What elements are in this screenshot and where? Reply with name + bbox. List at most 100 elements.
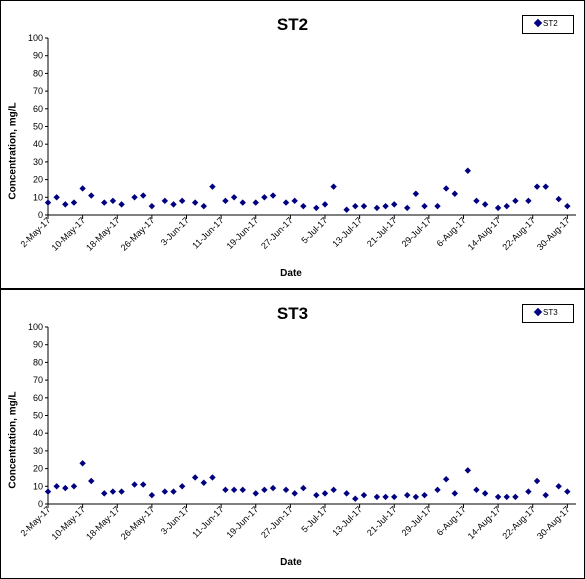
y-tick-label: 60 <box>33 104 43 114</box>
x-tick-label: 30-Aug-17 <box>535 215 572 252</box>
x-tick-label: 2-May-17 <box>18 504 52 538</box>
data-point <box>494 493 502 501</box>
chart-legend: ST3 <box>522 304 574 323</box>
data-point <box>300 484 307 492</box>
data-point <box>481 490 489 497</box>
y-tick-label: 70 <box>33 375 43 385</box>
x-tick-label: 13-Jul-17 <box>330 504 364 538</box>
data-point <box>170 488 177 495</box>
data-point <box>525 197 532 205</box>
data-point <box>44 199 52 206</box>
data-point <box>512 493 519 501</box>
data-point <box>503 493 510 501</box>
chart-legend: ST2 <box>522 15 574 34</box>
data-point <box>209 183 216 190</box>
data-point <box>464 467 472 474</box>
y-tick-label: 90 <box>33 340 43 350</box>
x-tick-label: 13-Jul-17 <box>330 215 364 249</box>
data-point <box>412 190 420 197</box>
x-tick-label: 3-Jun-17 <box>159 504 191 536</box>
data-point <box>473 486 480 494</box>
data-point <box>391 493 398 501</box>
data-point <box>343 206 350 213</box>
data-point <box>53 483 60 490</box>
data-point <box>239 486 246 494</box>
data-point <box>330 183 337 190</box>
data-point <box>391 201 398 208</box>
x-tick-label: 21-Jul-17 <box>365 215 399 249</box>
x-tick-label: 22-Aug-17 <box>500 215 537 252</box>
y-tick-label: 50 <box>33 411 43 421</box>
data-point <box>79 460 86 467</box>
data-point <box>88 192 95 199</box>
data-point <box>494 204 502 212</box>
data-point <box>373 204 381 212</box>
data-point <box>200 479 208 486</box>
data-point <box>291 490 298 497</box>
data-point <box>313 491 320 499</box>
data-point <box>503 202 510 210</box>
data-point <box>88 477 95 485</box>
data-point <box>44 488 52 495</box>
x-tick-label: 5-Jul-17 <box>299 215 329 245</box>
x-tick-label: 11-Jun-17 <box>190 504 225 539</box>
data-point <box>321 490 329 497</box>
data-point <box>434 202 441 210</box>
data-point <box>291 197 298 205</box>
data-point <box>170 201 177 208</box>
y-tick-label: 10 <box>33 481 43 491</box>
data-point <box>481 201 489 208</box>
data-point <box>442 185 450 192</box>
data-point <box>200 202 208 210</box>
data-point <box>131 481 138 488</box>
data-point <box>191 199 199 206</box>
data-point <box>118 201 125 208</box>
data-point <box>352 495 359 502</box>
data-point <box>282 486 290 494</box>
data-point <box>421 202 428 210</box>
y-tick-label: 20 <box>33 175 43 185</box>
y-tick-label: 10 <box>33 192 43 202</box>
data-point <box>382 202 389 210</box>
y-tick-label: 80 <box>33 357 43 367</box>
data-point <box>533 183 541 190</box>
y-tick-label: 40 <box>33 428 43 438</box>
chart-title: ST3 <box>276 304 309 323</box>
data-point <box>525 488 532 495</box>
data-point <box>222 197 229 205</box>
data-point <box>542 491 549 499</box>
y-tick-label: 100 <box>28 322 43 332</box>
y-tick-label: 80 <box>33 68 43 78</box>
data-point <box>148 491 156 499</box>
x-tick-label: 26-May-17 <box>119 215 156 252</box>
data-point <box>140 192 147 199</box>
y-tick-label: 30 <box>33 157 43 167</box>
data-point <box>101 199 108 206</box>
data-point <box>564 202 571 210</box>
x-tick-label: 18-May-17 <box>84 504 121 541</box>
data-point <box>404 491 411 499</box>
x-tick-label: 26-May-17 <box>119 504 156 541</box>
data-point <box>330 486 337 494</box>
data-point <box>360 202 368 210</box>
data-point <box>412 493 420 501</box>
x-tick-label: 18-May-17 <box>84 215 121 252</box>
data-point <box>53 194 60 201</box>
data-point <box>79 185 86 192</box>
data-point <box>209 474 216 481</box>
x-tick-label: 29-Jul-17 <box>400 215 434 249</box>
st3-chart-panel: ST3 ST3 Concentration, mg/L Date 0 10 20 30… <box>0 289 585 579</box>
y-tick-label: 70 <box>33 86 43 96</box>
data-point <box>239 199 246 206</box>
data-point <box>178 197 186 205</box>
x-tick-label: 21-Jul-17 <box>365 504 399 538</box>
legend-series-label: ST3 <box>543 308 558 317</box>
data-point <box>442 476 450 483</box>
y-tick-label: 50 <box>33 122 43 132</box>
legend-series-label: ST2 <box>543 19 558 28</box>
data-point <box>191 474 199 481</box>
data-point <box>161 197 169 205</box>
scatter-plot: 01020304050607080901002-May-1710-May-171… <box>18 322 576 542</box>
chart-title: ST2 <box>276 15 309 34</box>
data-point <box>178 483 186 490</box>
